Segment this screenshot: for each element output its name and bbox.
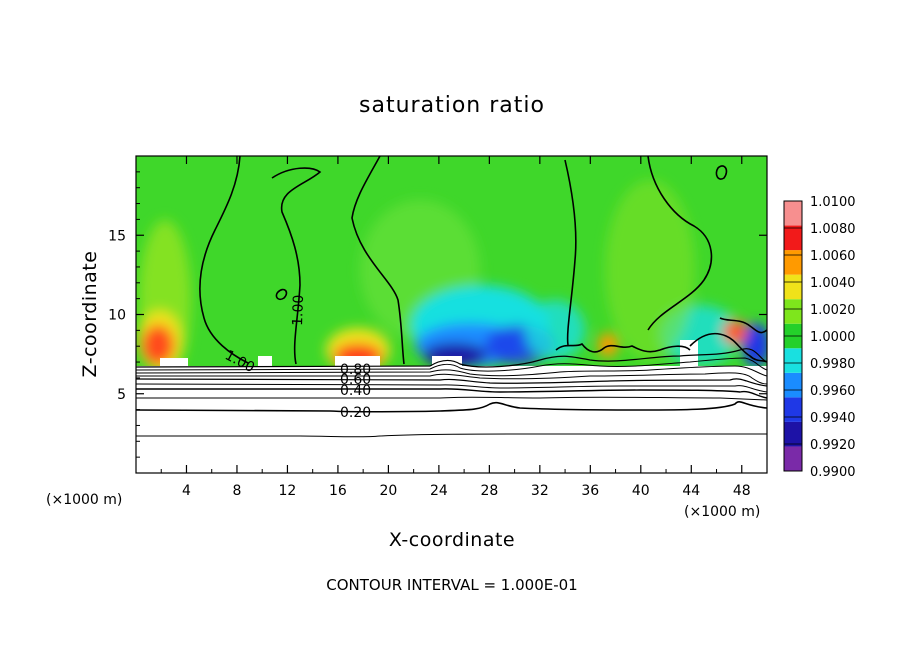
colorbar-swatch	[784, 446, 802, 471]
colorbar-label: 1.0000	[810, 330, 856, 345]
contour-interval-note: CONTOUR INTERVAL = 1.000E-01	[326, 576, 577, 594]
x-tick-label: 8	[232, 483, 241, 499]
colorbar-swatch	[784, 299, 802, 324]
colorbar-label: 1.0020	[810, 303, 856, 318]
y-tick-label: 10	[108, 308, 126, 324]
x-tick-label: 28	[480, 483, 498, 499]
colorbar-label: 1.0060	[810, 249, 856, 264]
contour-label: 1.00	[290, 294, 307, 326]
y-tick-label: 15	[108, 228, 126, 244]
contour-lines-upper	[199, 156, 767, 365]
x-tick-label: 48	[733, 483, 751, 499]
colorbar-swatch	[784, 348, 802, 373]
colorbar-label: 0.9900	[810, 465, 856, 480]
colorbar-swatch	[784, 250, 802, 275]
x-tick-label: 12	[279, 483, 297, 499]
colorbar-swatch	[784, 372, 802, 398]
colorbar-label: 1.0080	[810, 222, 856, 237]
x-tick-label: 36	[581, 483, 599, 499]
colorbar-label: 1.0040	[810, 276, 856, 291]
y-tick-label: 5	[117, 387, 126, 403]
x-unit-left: (×1000 m)	[46, 492, 122, 508]
colorbar-label: 0.9940	[810, 411, 856, 426]
colorbar-swatch	[784, 421, 802, 447]
plot-area: 1.00 1.00 0.80 0.60 0.40 0.20	[135, 155, 768, 474]
colorbar-label: 0.9980	[810, 357, 856, 372]
contour-label: 0.60	[340, 372, 371, 388]
colorbar: 0.9900 0.9920 0.9940 0.9960 0.9980 1.0000 1.00…	[783, 195, 856, 480]
x-tick-label: 32	[531, 483, 549, 499]
x-axis-label: X-coordinate	[389, 529, 515, 551]
contour-label: 0.80	[340, 362, 371, 378]
x-axis: 4 8 12 16 20 24 28 32 36 40 44 48	[160, 156, 751, 499]
colorbar-label: 1.0100	[810, 195, 856, 210]
x-tick-label: 40	[632, 483, 650, 499]
saturation-field	[136, 156, 767, 366]
contour-label-group: 1.00 1.00 0.80 0.60 0.40 0.20	[222, 294, 371, 421]
contour-label: 0.20	[340, 405, 371, 421]
colorbar-swatch	[784, 397, 802, 422]
x-tick-label: 20	[379, 483, 397, 499]
y-axis-label: Z-coordinate	[79, 251, 101, 378]
y-axis: 5 10 15	[108, 171, 767, 458]
colorbar-label: 0.9960	[810, 384, 856, 399]
chart-title: saturation ratio	[359, 93, 545, 118]
x-tick-label: 24	[430, 483, 448, 499]
contour-label: 0.40	[340, 383, 371, 399]
x-unit-right: (×1000 m)	[684, 504, 760, 520]
colorbar-swatch	[784, 225, 802, 251]
colorbar-swatch	[784, 274, 802, 300]
colorbar-label: 0.9920	[810, 438, 856, 453]
x-tick-label: 16	[329, 483, 347, 499]
colorbar-swatch	[784, 201, 802, 226]
contour-lines-lower	[135, 348, 768, 438]
x-tick-label: 44	[682, 483, 700, 499]
x-tick-label: 4	[182, 483, 191, 499]
